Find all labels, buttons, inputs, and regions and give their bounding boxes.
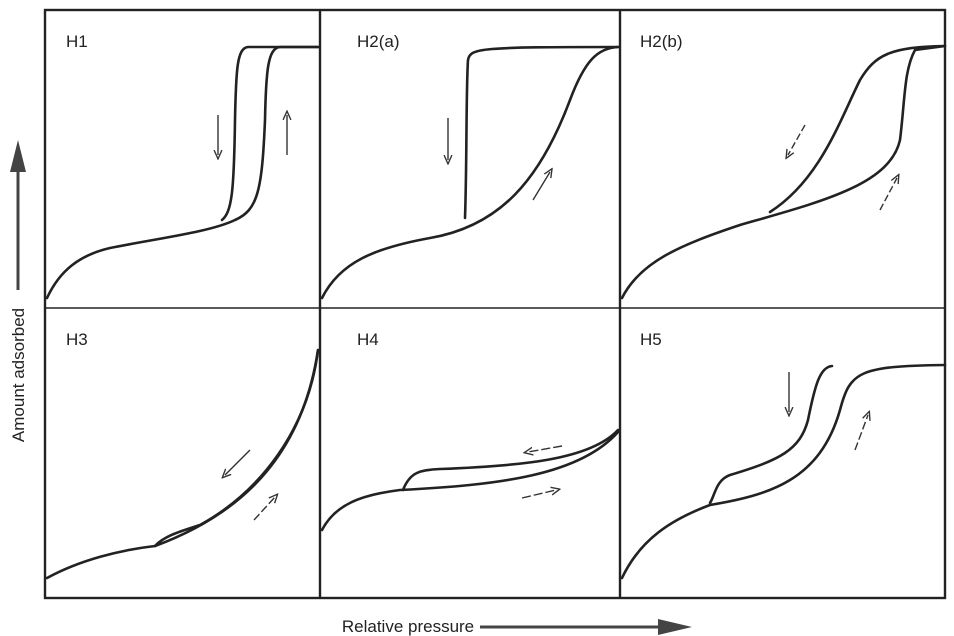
- panel-label: H2(b): [640, 32, 683, 51]
- curves-h4: [320, 428, 620, 532]
- curves-h2a: [320, 45, 620, 300]
- panel-label: H3: [66, 330, 88, 349]
- frame: [43, 8, 947, 600]
- curves-h3: [45, 348, 320, 580]
- panel-label: H4: [357, 330, 379, 349]
- curves-h1: [45, 45, 320, 300]
- x-axis-arrow: [480, 619, 692, 635]
- x-axis-label: Relative pressure: [342, 617, 474, 636]
- panel-label: H5: [640, 330, 662, 349]
- y-axis-label: Amount adsorbed: [9, 308, 28, 442]
- y-axis-arrow: [10, 140, 26, 290]
- panel-label: H2(a): [357, 32, 400, 51]
- panel-label: H1: [66, 32, 88, 51]
- curves-h5: [620, 363, 947, 580]
- curves-h2b: [620, 44, 947, 300]
